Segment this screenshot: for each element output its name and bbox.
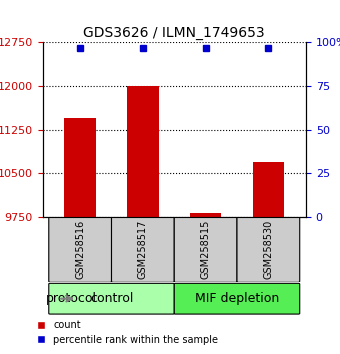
- FancyBboxPatch shape: [174, 217, 237, 282]
- FancyBboxPatch shape: [49, 283, 174, 314]
- FancyBboxPatch shape: [174, 283, 300, 314]
- FancyBboxPatch shape: [49, 217, 112, 282]
- FancyBboxPatch shape: [112, 217, 174, 282]
- Title: GDS3626 / ILMN_1749653: GDS3626 / ILMN_1749653: [83, 26, 265, 40]
- Text: GSM258530: GSM258530: [264, 220, 273, 279]
- FancyBboxPatch shape: [237, 217, 300, 282]
- Legend: count, percentile rank within the sample: count, percentile rank within the sample: [32, 316, 222, 349]
- Bar: [253, 162, 284, 217]
- Bar: [65, 118, 96, 217]
- Text: GSM258517: GSM258517: [138, 220, 148, 279]
- Bar: [127, 86, 158, 217]
- Text: control: control: [90, 292, 133, 305]
- Text: protocol: protocol: [46, 292, 97, 305]
- Bar: [190, 213, 221, 217]
- Text: MIF depletion: MIF depletion: [195, 292, 279, 305]
- Text: GSM258516: GSM258516: [75, 220, 85, 279]
- Text: GSM258515: GSM258515: [201, 220, 210, 279]
